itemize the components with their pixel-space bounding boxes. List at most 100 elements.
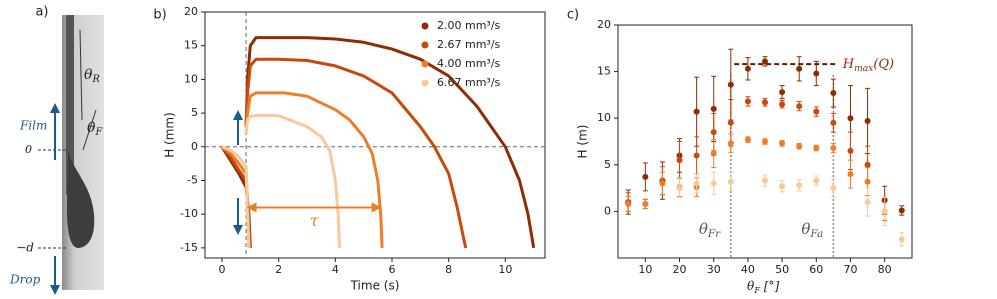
theta-f-label-sub: F <box>94 127 103 138</box>
y-axis-label: H (mm) <box>163 112 177 158</box>
legend-label: 2.67 mm³/s <box>437 38 501 51</box>
point <box>898 236 905 243</box>
series-line <box>221 113 342 248</box>
x-tick-label: 50 <box>775 263 789 276</box>
zero-label: 0 <box>25 143 32 156</box>
point <box>813 177 820 184</box>
theta-r-label-base: θ <box>84 67 93 83</box>
point <box>710 150 717 157</box>
x-axis-label-sub: F <box>753 285 761 295</box>
d-label: −d <box>16 241 34 255</box>
y-tick-label: 20 <box>184 5 198 18</box>
point <box>710 105 717 112</box>
point <box>625 200 632 207</box>
point <box>727 119 734 126</box>
point <box>762 58 768 65</box>
legend-marker <box>421 60 429 68</box>
point <box>727 140 734 147</box>
point <box>830 119 837 126</box>
point <box>744 136 751 143</box>
x-axis-label-tail: [°] <box>760 279 779 293</box>
point <box>898 207 905 214</box>
point <box>881 208 888 215</box>
angle-label: θFa <box>801 220 823 240</box>
point <box>796 143 803 150</box>
point <box>813 70 820 77</box>
point <box>847 171 854 178</box>
x-tick-label: 10 <box>638 263 652 276</box>
point <box>830 90 837 97</box>
theta-r-label: θR <box>84 67 100 85</box>
panel-label: b) <box>153 8 166 23</box>
legend-marker <box>421 79 429 87</box>
point <box>762 177 768 184</box>
panel-label: c) <box>567 8 579 23</box>
point <box>864 161 871 168</box>
x-tick-label: 40 <box>741 263 755 276</box>
x-tick-label: 0 <box>219 263 226 276</box>
point <box>864 117 871 124</box>
y-tick-label: 0 <box>604 204 611 217</box>
angle-label-sub: Fa <box>809 228 823 240</box>
y-tick-label: 10 <box>184 72 198 85</box>
theta-f-line <box>82 109 97 151</box>
drop-shape <box>66 150 95 248</box>
x-axis-label-base: θ <box>747 279 755 293</box>
film-label: Film <box>19 119 47 133</box>
hmax-label: Hmax(Q) <box>842 57 894 74</box>
y-tick-label: 5 <box>191 106 198 119</box>
y-axis-label: H (m) <box>576 125 590 159</box>
point <box>796 103 803 110</box>
point <box>847 147 854 154</box>
legend-marker <box>421 22 429 30</box>
x-tick-label: 10 <box>498 263 512 276</box>
y-tick-label: -15 <box>180 241 198 254</box>
legend-marker <box>421 41 429 49</box>
point <box>642 173 649 180</box>
point <box>693 180 700 187</box>
y-tick-label: -5 <box>187 173 198 186</box>
point <box>762 138 768 145</box>
y-tick-label: 20 <box>597 18 611 31</box>
point <box>659 180 666 187</box>
point <box>830 185 837 192</box>
point <box>710 180 717 187</box>
point <box>727 178 734 185</box>
theta-f-label-base: θ <box>87 120 96 136</box>
theta-r-label-sub: R <box>91 74 100 85</box>
theta-f: θF <box>87 120 103 138</box>
hmax-label-sub: max <box>854 64 873 74</box>
x-axis-label: θF [°] <box>747 279 780 295</box>
panel-label: a) <box>35 5 48 20</box>
hmax-label-tail: (Q) <box>873 57 894 72</box>
angle-label-base: θ <box>801 220 810 238</box>
angle-label-base: θ <box>699 220 708 238</box>
drop-label: Drop <box>9 273 41 287</box>
x-tick-label: 4 <box>332 263 339 276</box>
legend-label: 4.00 mm³/s <box>437 57 501 70</box>
x-tick-label: 2 <box>275 263 282 276</box>
point <box>813 108 820 115</box>
plot-frame <box>617 24 913 259</box>
point <box>710 129 717 136</box>
tau-label: τ <box>310 211 320 230</box>
point <box>676 185 683 192</box>
point <box>796 182 803 189</box>
angle-label: θFr <box>699 220 721 240</box>
angle-label-sub: Fr <box>707 228 721 240</box>
film-strip <box>66 15 74 195</box>
theta-f-label: θF <box>87 120 103 138</box>
y-tick-label: 15 <box>597 65 611 78</box>
point <box>727 81 734 88</box>
point <box>744 65 751 72</box>
point <box>762 99 768 106</box>
y-tick-label: 0 <box>191 140 198 153</box>
plot-frame <box>204 11 546 259</box>
photo-panel: a) Film 0 −d Drop θR θF <box>9 5 104 295</box>
point <box>830 145 837 152</box>
x-axis-label: Time (s) <box>350 279 400 293</box>
x-tick-label: 60 <box>809 263 823 276</box>
series-line <box>220 57 468 249</box>
y-tick-label: 15 <box>184 39 198 52</box>
x-tick-label: 70 <box>843 263 857 276</box>
